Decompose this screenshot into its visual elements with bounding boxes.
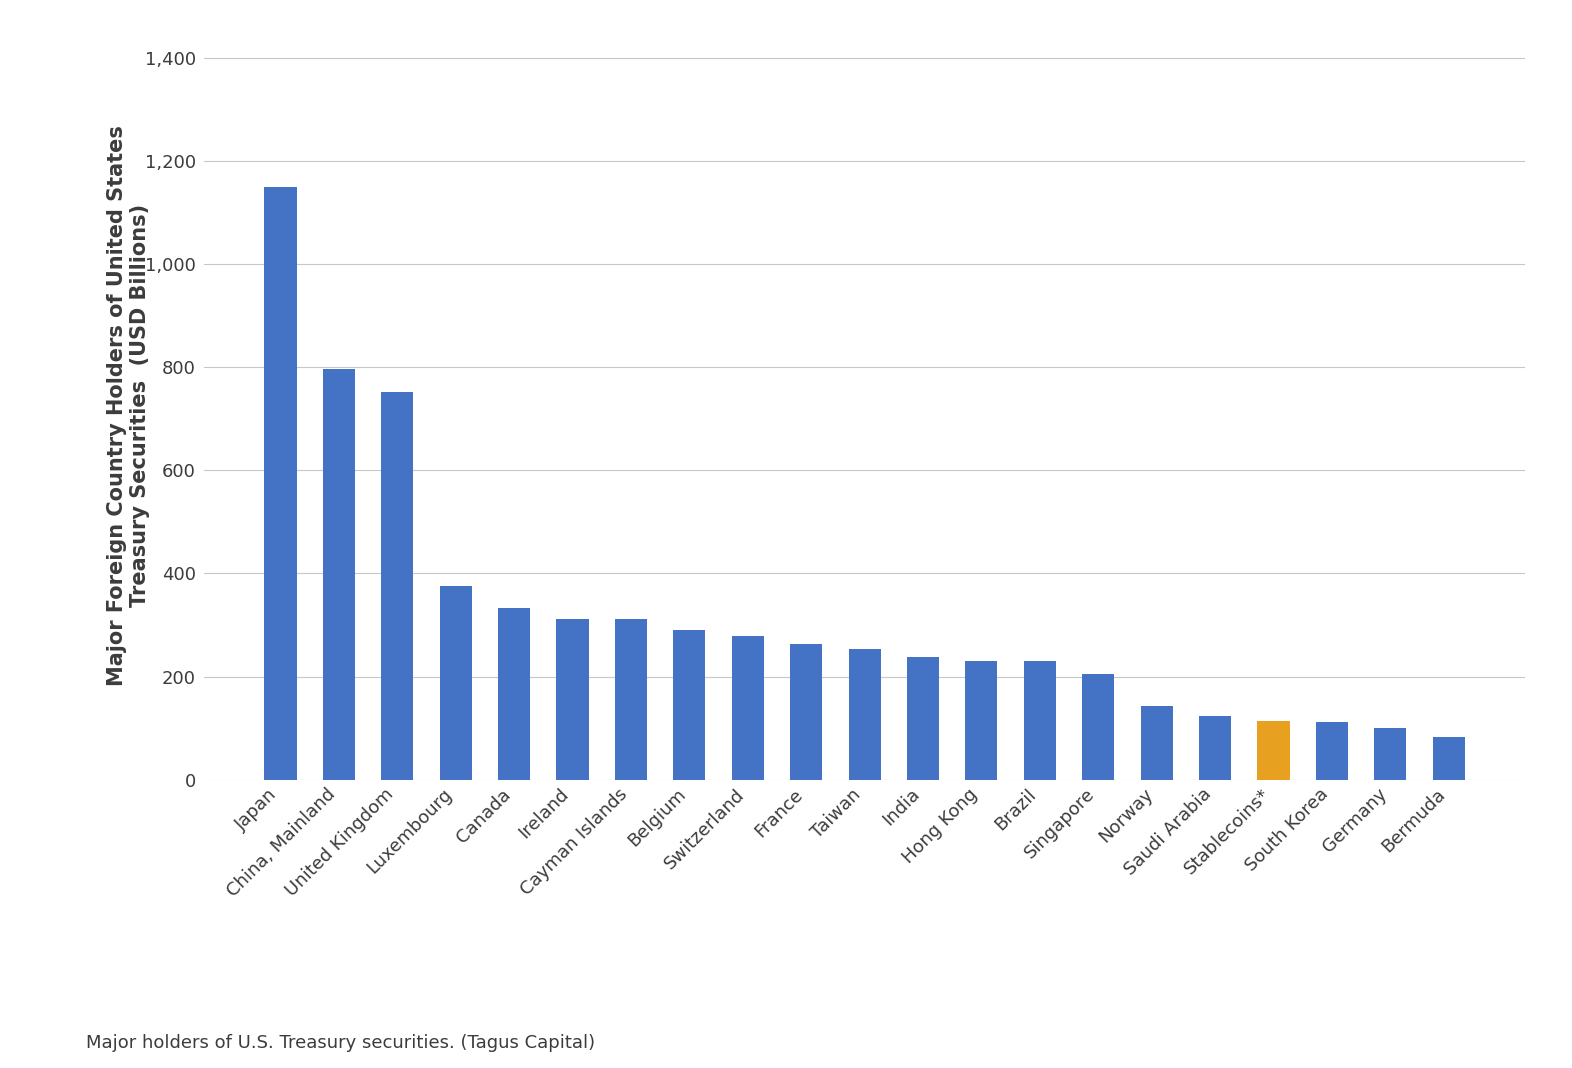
- Bar: [673, 630, 706, 780]
- Bar: [1316, 722, 1347, 780]
- Bar: [1082, 674, 1115, 780]
- Bar: [615, 618, 648, 780]
- Bar: [791, 644, 822, 780]
- Bar: [965, 660, 998, 780]
- Bar: [264, 187, 297, 780]
- Bar: [440, 586, 472, 780]
- Bar: [1374, 727, 1407, 780]
- Bar: [322, 368, 355, 780]
- Bar: [1199, 716, 1231, 780]
- Bar: [1141, 706, 1173, 780]
- Bar: [1023, 661, 1056, 780]
- Bar: [556, 618, 588, 780]
- Bar: [1258, 721, 1289, 780]
- Bar: [731, 635, 764, 780]
- Bar: [382, 392, 413, 780]
- Bar: [1432, 737, 1465, 780]
- Bar: [498, 608, 530, 780]
- Bar: [849, 648, 880, 780]
- Bar: [907, 658, 938, 780]
- Y-axis label: Major Foreign Country Holders of United States
Treasury Securities  (USD Billion: Major Foreign Country Holders of United …: [107, 125, 149, 687]
- Text: Major holders of U.S. Treasury securities. (Tagus Capital): Major holders of U.S. Treasury securitie…: [86, 1034, 596, 1052]
